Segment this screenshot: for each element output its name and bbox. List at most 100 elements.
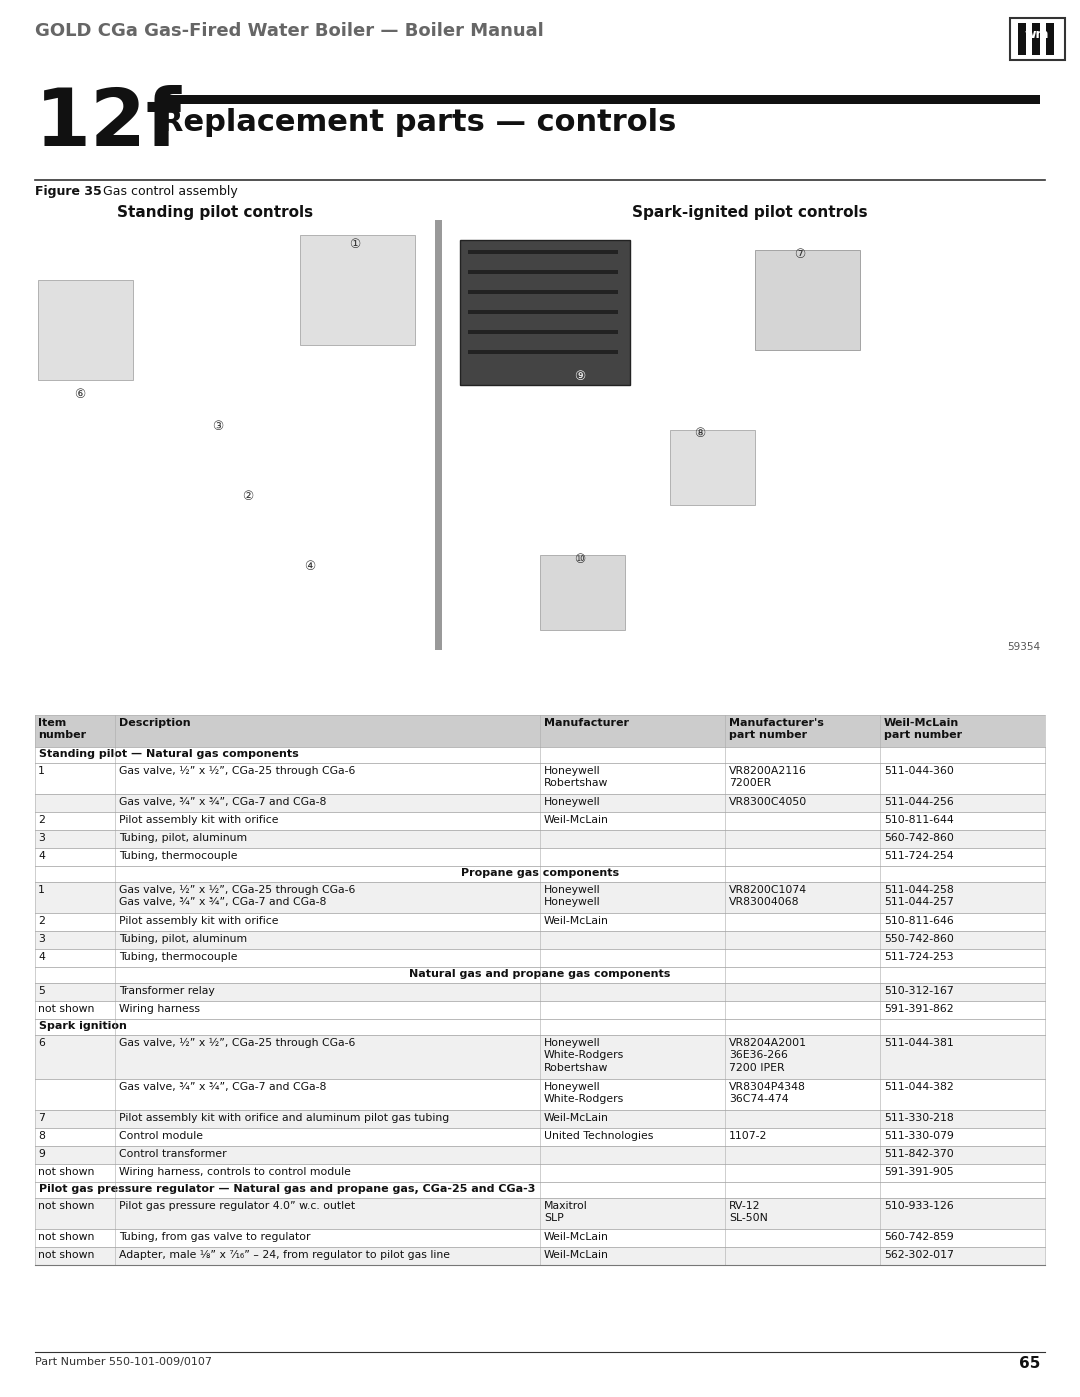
Text: 7: 7: [38, 1113, 45, 1123]
Text: ④: ④: [305, 560, 315, 573]
Bar: [468, 330, 618, 334]
Text: not shown: not shown: [38, 1232, 94, 1242]
Text: VR8200A2116
7200ER: VR8200A2116 7200ER: [729, 766, 807, 788]
Text: Pilot gas pressure regulator — Natural gas and propane gas, CGa-25 and CGa-3: Pilot gas pressure regulator — Natural g…: [39, 1185, 536, 1194]
Text: Honeywell: Honeywell: [544, 798, 600, 807]
Text: Natural gas and propane gas components: Natural gas and propane gas components: [409, 970, 671, 979]
Text: 511-044-258
511-044-257: 511-044-258 511-044-257: [885, 886, 954, 908]
Text: Honeywell
White-Rodgers
Robertshaw: Honeywell White-Rodgers Robertshaw: [544, 1038, 624, 1073]
Bar: [468, 310, 618, 314]
Bar: [38, 279, 133, 380]
Text: 511-842-370: 511-842-370: [885, 1148, 954, 1160]
Text: Spark ignition: Spark ignition: [39, 1021, 126, 1031]
Text: 511-724-253: 511-724-253: [885, 951, 954, 963]
Text: not shown: not shown: [38, 1201, 94, 1211]
Text: 510-811-646: 510-811-646: [885, 916, 954, 926]
Text: 59354: 59354: [1007, 643, 1040, 652]
Text: Control module: Control module: [119, 1132, 203, 1141]
Text: Gas control assembly: Gas control assembly: [103, 184, 238, 198]
Bar: [1032, 22, 1040, 54]
Text: 510-811-644: 510-811-644: [885, 814, 954, 826]
Text: Gas valve, ½” x ½”, CGa-25 through CGa-6: Gas valve, ½” x ½”, CGa-25 through CGa-6: [119, 766, 355, 777]
Text: 1: 1: [38, 886, 45, 895]
Text: Weil-McLain: Weil-McLain: [544, 1232, 609, 1242]
Text: Transformer relay: Transformer relay: [119, 986, 215, 996]
Text: 12f: 12f: [35, 85, 183, 163]
Text: Honeywell
White-Rodgers: Honeywell White-Rodgers: [544, 1083, 624, 1105]
Text: 5: 5: [38, 986, 45, 996]
Text: Weil-McLain: Weil-McLain: [544, 814, 609, 826]
Text: Weil-McLain: Weil-McLain: [544, 916, 609, 926]
Text: Weil-McLain
part number: Weil-McLain part number: [885, 718, 962, 740]
Text: Pilot assembly kit with orifice: Pilot assembly kit with orifice: [119, 814, 279, 826]
Text: 511-330-218: 511-330-218: [885, 1113, 954, 1123]
Text: 511-044-256: 511-044-256: [885, 798, 954, 807]
Bar: [670, 430, 755, 504]
Bar: [300, 235, 415, 345]
Bar: [35, 763, 1045, 793]
Text: 9: 9: [38, 1148, 45, 1160]
Bar: [35, 1199, 1045, 1229]
Text: 511-044-381: 511-044-381: [885, 1038, 954, 1048]
Text: Wiring harness, controls to control module: Wiring harness, controls to control modu…: [119, 1166, 351, 1178]
Bar: [35, 866, 1045, 882]
Bar: [0, 0, 1080, 75]
Text: Propane gas components: Propane gas components: [461, 868, 619, 877]
Bar: [468, 250, 618, 254]
Text: 560-742-860: 560-742-860: [885, 833, 954, 842]
Bar: [35, 1111, 1045, 1127]
Text: 3: 3: [38, 935, 45, 944]
Text: 4: 4: [38, 851, 45, 861]
Bar: [35, 1035, 1045, 1078]
Bar: [468, 291, 618, 293]
Bar: [35, 1229, 1045, 1248]
Text: RV-12
SL-50N: RV-12 SL-50N: [729, 1201, 768, 1224]
Text: Manufacturer: Manufacturer: [544, 718, 629, 728]
Bar: [35, 1018, 1045, 1035]
Bar: [1018, 22, 1026, 54]
Bar: [35, 983, 1045, 1002]
Text: 510-933-126: 510-933-126: [885, 1201, 954, 1211]
Text: Pilot gas pressure regulator 4.0” w.c. outlet: Pilot gas pressure regulator 4.0” w.c. o…: [119, 1201, 355, 1211]
Bar: [540, 555, 625, 630]
Text: ⑦: ⑦: [795, 249, 806, 261]
Bar: [468, 351, 618, 353]
Text: Tubing, thermocouple: Tubing, thermocouple: [119, 951, 238, 963]
Text: VR8300C4050: VR8300C4050: [729, 798, 807, 807]
Bar: [35, 882, 1045, 914]
Text: Pilot assembly kit with orifice: Pilot assembly kit with orifice: [119, 916, 279, 926]
Text: 550-742-860: 550-742-860: [885, 935, 954, 944]
Text: Manufacturer's
part number: Manufacturer's part number: [729, 718, 824, 740]
Text: ②: ②: [242, 490, 254, 503]
Text: Honeywell
Honeywell: Honeywell Honeywell: [544, 886, 600, 908]
Bar: [35, 1002, 1045, 1018]
Bar: [35, 914, 1045, 930]
Text: Control transformer: Control transformer: [119, 1148, 227, 1160]
Bar: [35, 1164, 1045, 1182]
Text: Gas valve, ½” x ½”, CGa-25 through CGa-6
Gas valve, ¾” x ¾”, CGa-7 and CGa-8: Gas valve, ½” x ½”, CGa-25 through CGa-6…: [119, 886, 355, 908]
Text: 2: 2: [38, 916, 45, 926]
Bar: [35, 793, 1045, 812]
Text: 511-044-360: 511-044-360: [885, 766, 954, 775]
Text: Honeywell
Robertshaw: Honeywell Robertshaw: [544, 766, 608, 788]
Bar: [35, 967, 1045, 983]
Text: Standing pilot controls: Standing pilot controls: [117, 205, 313, 219]
Text: 591-391-862: 591-391-862: [885, 1004, 954, 1014]
Text: VR8200C1074
VR83004068: VR8200C1074 VR83004068: [729, 886, 807, 908]
Bar: [755, 250, 860, 351]
Text: 65: 65: [1018, 1356, 1040, 1370]
Text: Pilot assembly kit with orifice and aluminum pilot gas tubing: Pilot assembly kit with orifice and alum…: [119, 1113, 449, 1123]
Text: United Technologies: United Technologies: [544, 1132, 653, 1141]
Text: Replacement parts — controls: Replacement parts — controls: [160, 108, 676, 137]
Text: Figure 35: Figure 35: [35, 184, 102, 198]
Bar: [1047, 22, 1054, 54]
Bar: [1010, 18, 1065, 60]
Bar: [35, 830, 1045, 848]
Text: 4: 4: [38, 951, 45, 963]
Text: 591-391-905: 591-391-905: [885, 1166, 954, 1178]
Text: ⑥: ⑥: [75, 388, 85, 401]
Text: Tubing, thermocouple: Tubing, thermocouple: [119, 851, 238, 861]
Text: 1107-2: 1107-2: [729, 1132, 768, 1141]
Bar: [160, 95, 1040, 103]
Text: 1: 1: [38, 766, 45, 775]
